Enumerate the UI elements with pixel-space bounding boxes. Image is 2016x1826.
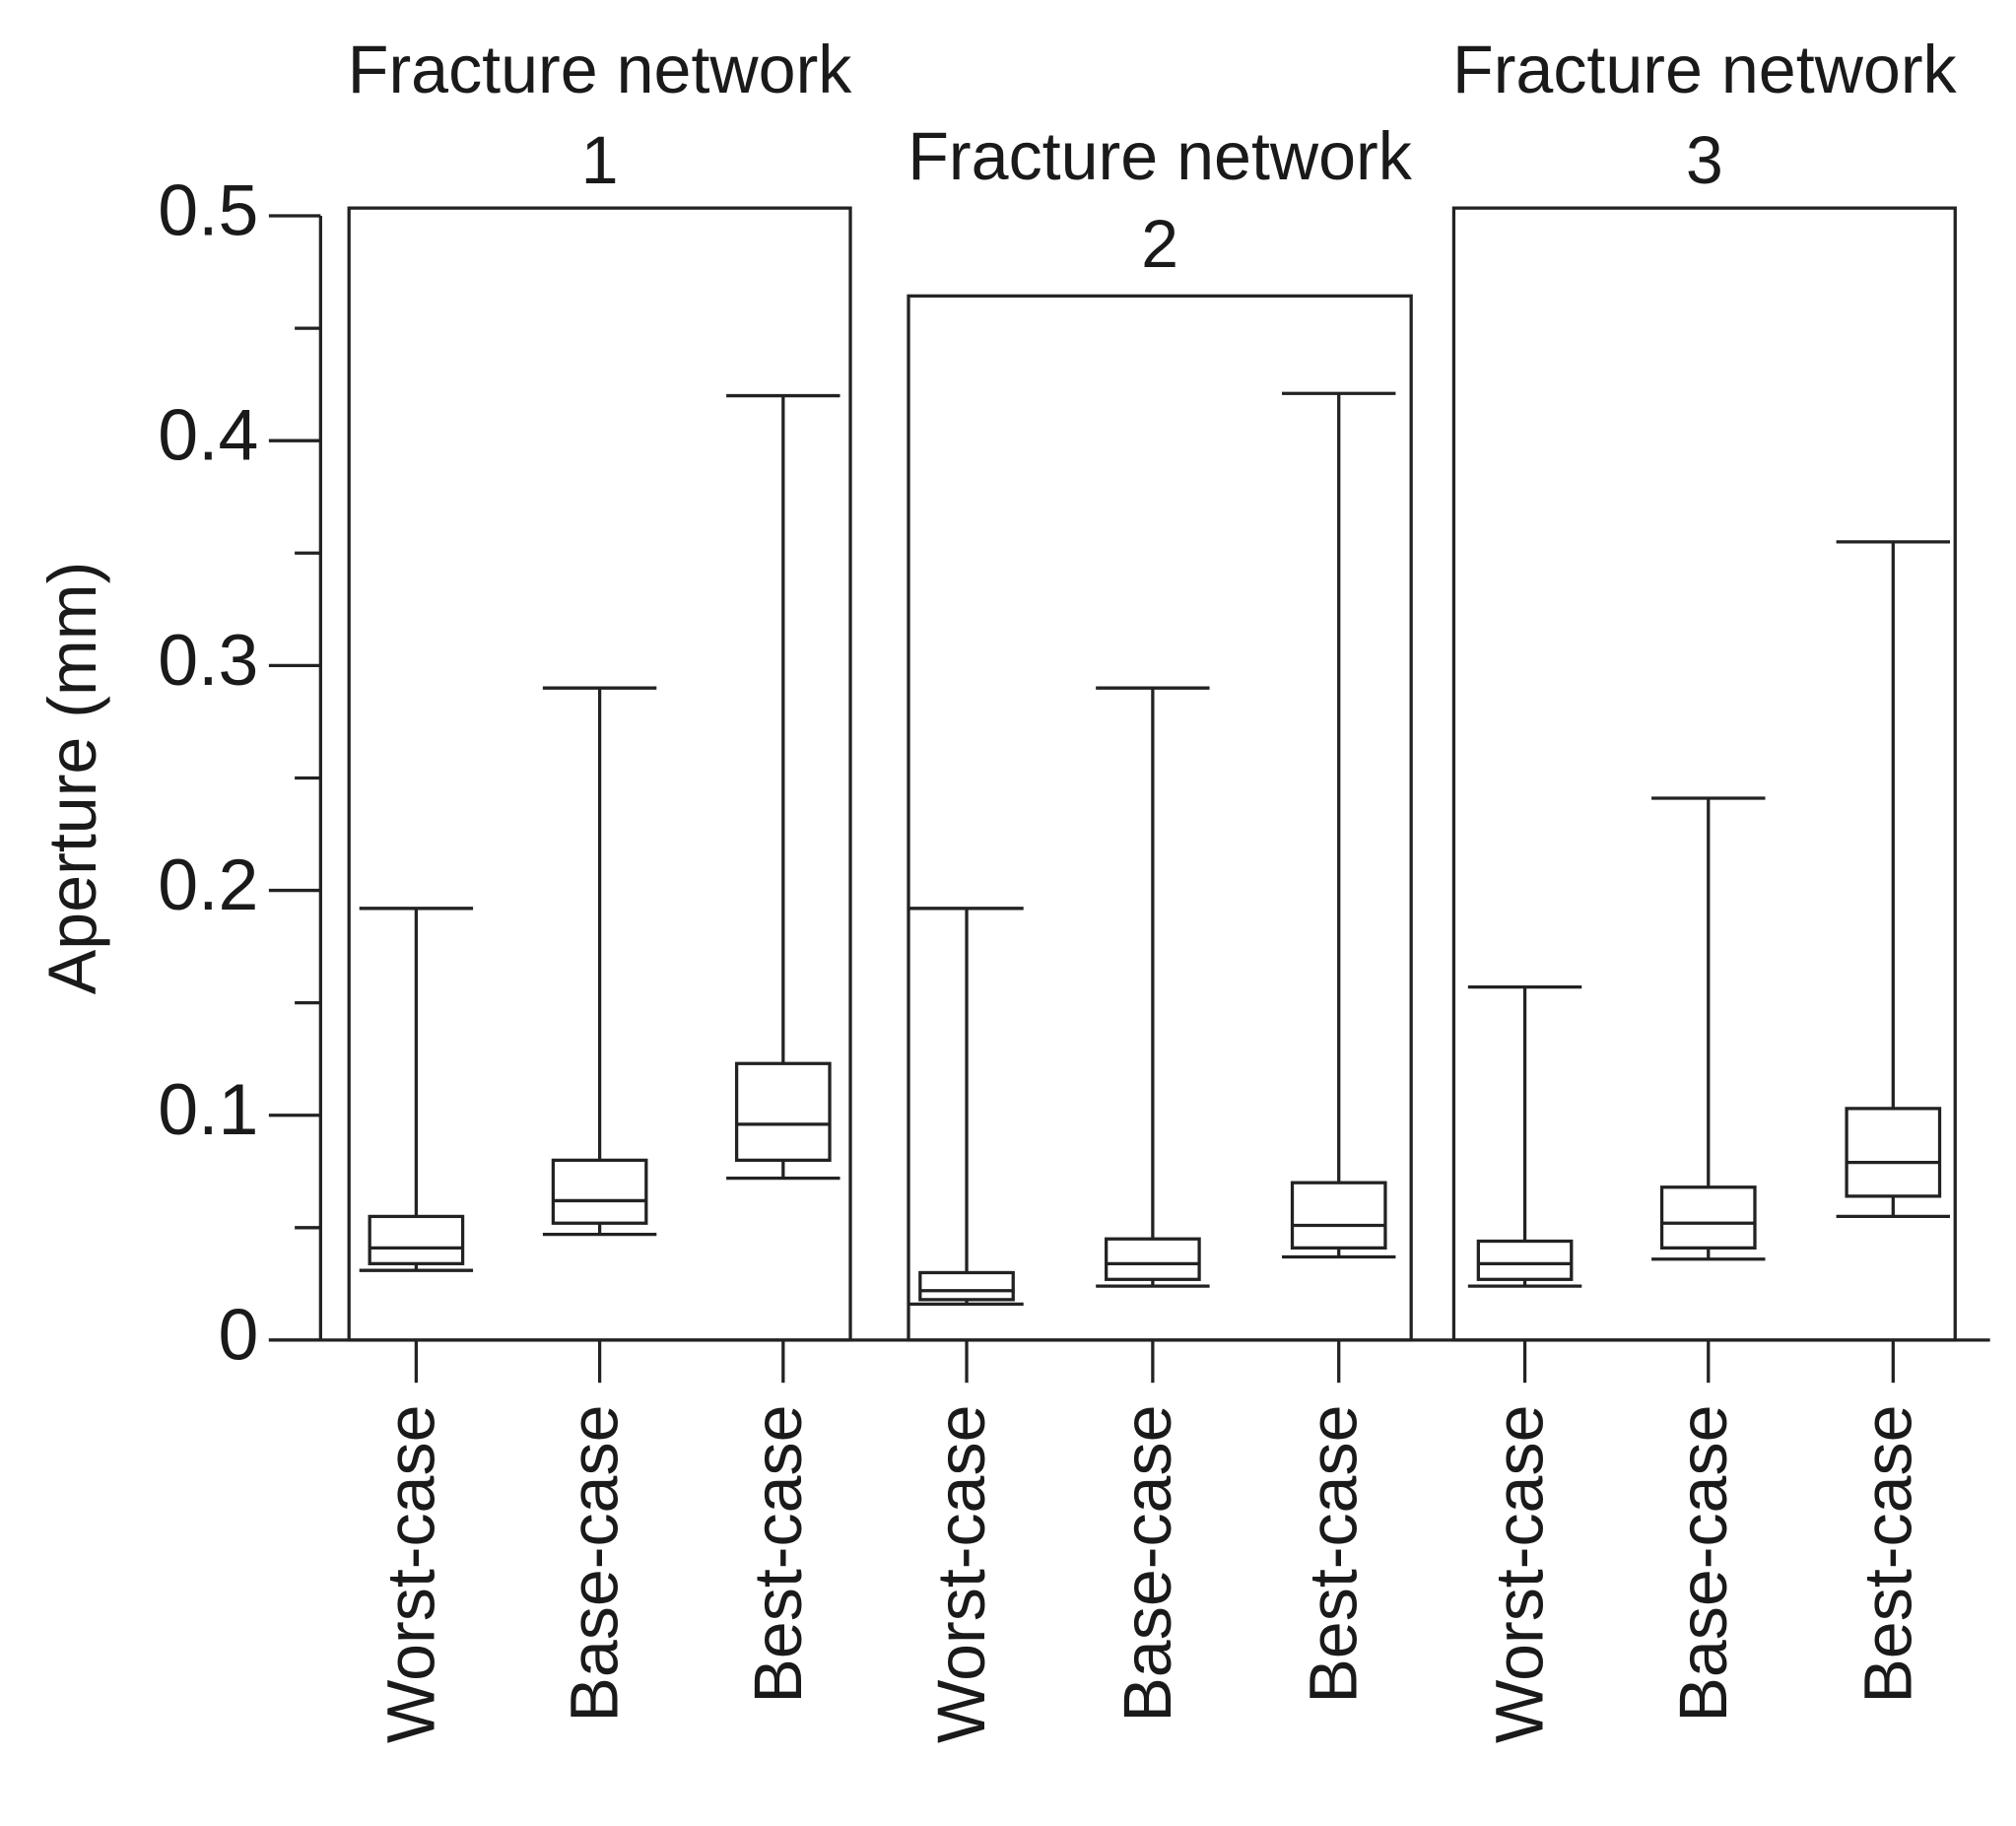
box bbox=[734, 1061, 832, 1163]
x-tick-label: Best-case bbox=[1297, 1404, 1372, 1703]
box bbox=[918, 1270, 1015, 1302]
box bbox=[1659, 1185, 1757, 1251]
y-tick-label: 0.4 bbox=[158, 395, 258, 476]
x-tick-label: Worst-case bbox=[1483, 1404, 1558, 1743]
x-tick-label: Worst-case bbox=[924, 1404, 999, 1743]
group-frame bbox=[1451, 206, 1957, 1342]
x-tick-label: Base-case bbox=[1666, 1404, 1741, 1722]
x-tick-label: Base-case bbox=[558, 1404, 633, 1722]
group-title: 1 bbox=[581, 123, 619, 198]
box bbox=[1845, 1107, 1942, 1198]
y-tick-label: 0 bbox=[219, 1294, 259, 1375]
group-title: Fracture network bbox=[907, 119, 1412, 194]
group-frame bbox=[907, 294, 1413, 1342]
group-title: Fracture network bbox=[1452, 33, 1957, 107]
x-tick-label: Base-case bbox=[1110, 1404, 1185, 1722]
y-tick-label: 0.5 bbox=[158, 169, 258, 250]
y-tick-label: 0.1 bbox=[158, 1069, 258, 1150]
y-tick-label: 0.3 bbox=[158, 620, 258, 701]
box bbox=[551, 1158, 648, 1225]
x-tick-label: Best-case bbox=[741, 1404, 816, 1703]
box bbox=[1290, 1181, 1387, 1251]
y-tick-label: 0.2 bbox=[158, 845, 258, 925]
y-axis-title: Aperture (mm) bbox=[35, 562, 110, 995]
box bbox=[1105, 1237, 1201, 1281]
group-title: Fracture network bbox=[348, 33, 852, 107]
box bbox=[368, 1214, 465, 1265]
box bbox=[1476, 1239, 1574, 1281]
x-tick-label: Worst-case bbox=[373, 1404, 448, 1743]
group-title: 3 bbox=[1686, 123, 1723, 198]
group-title: 2 bbox=[1141, 207, 1178, 282]
x-tick-label: Best-case bbox=[1850, 1404, 1925, 1703]
